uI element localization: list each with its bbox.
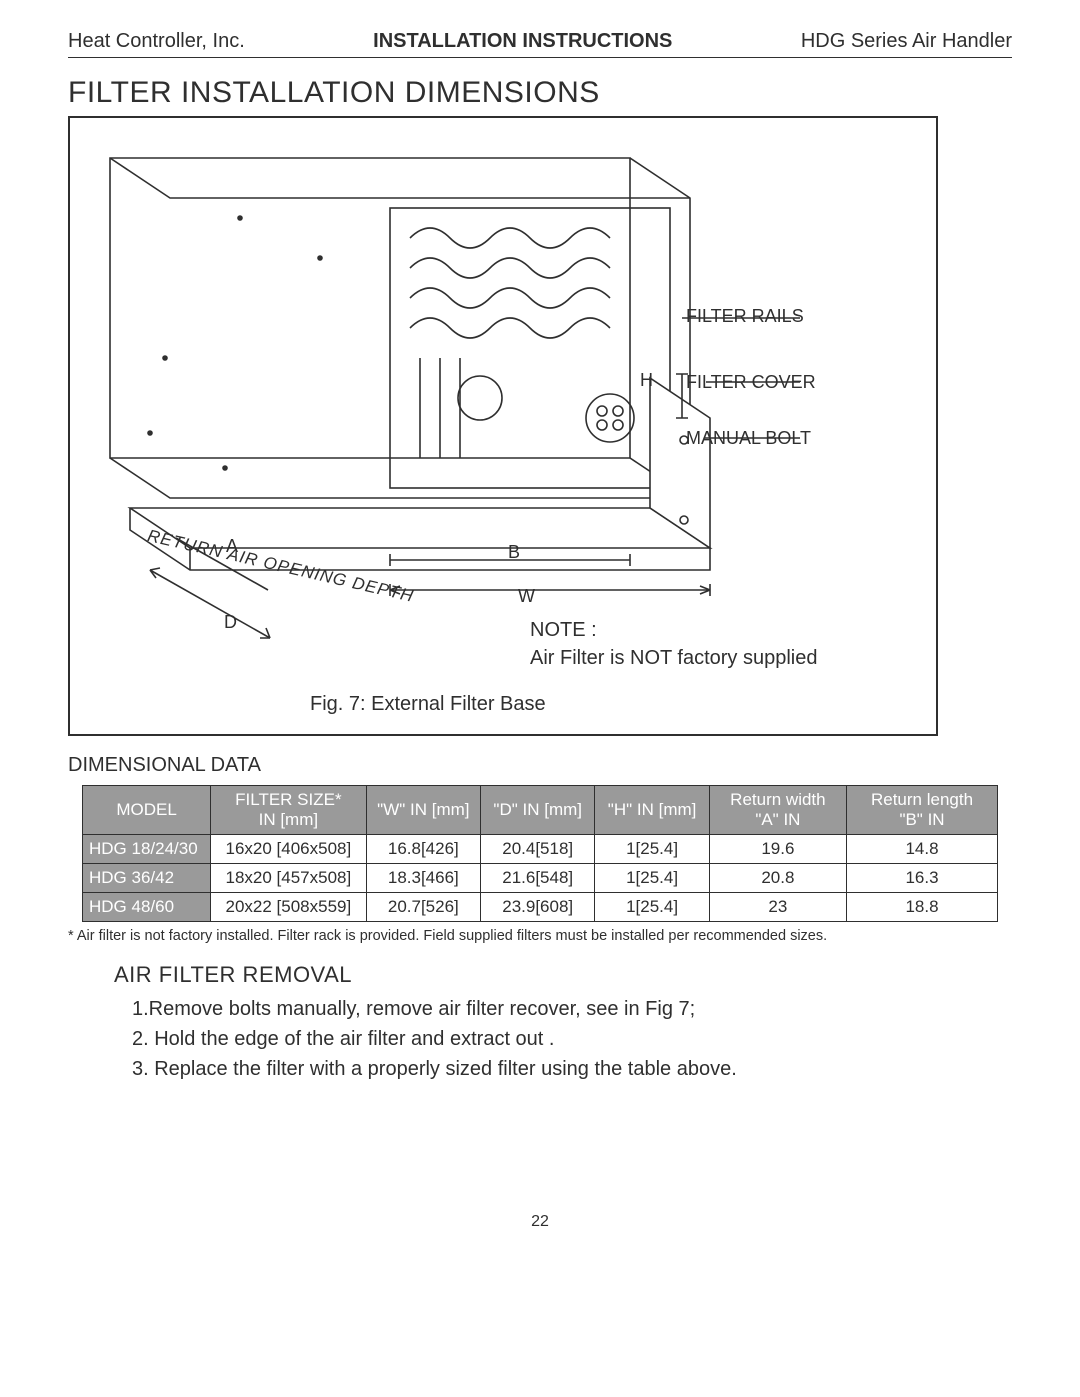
page-header: Heat Controller, Inc. INSTALLATION INSTR… [68,30,1012,58]
figure-note: NOTE : Air Filter is NOT factory supplie… [530,616,818,672]
table-row: HDG 18/24/30 16x20 [406x508] 16.8[426] 2… [83,835,998,864]
cell: 18.8 [847,893,998,922]
cell: 1[25.4] [595,864,709,893]
cell: 1[25.4] [595,835,709,864]
cell: 14.8 [847,835,998,864]
step: 1.Remove bolts manually, remove air filt… [132,994,1012,1024]
page-number: 22 [0,1213,1080,1231]
table-row: HDG 36/42 18x20 [457x508] 18.3[466] 21.6… [83,864,998,893]
th-w: "W" IN [mm] [366,786,480,835]
th-d: "D" IN [mm] [481,786,595,835]
callout-manual-bolt: MANUAL BOLT [686,428,811,449]
cell: 19.6 [709,835,846,864]
th-filter-size: FILTER SIZE* IN [mm] [211,786,367,835]
cell: HDG 18/24/30 [83,835,211,864]
cell: 16x20 [406x508] [211,835,367,864]
header-right: HDG Series Air Handler [801,30,1012,53]
dim-h: H [640,370,653,391]
th-a: Return width "A" IN [709,786,846,835]
cell: 21.6[548] [481,864,595,893]
note-body: Air Filter is NOT factory supplied [530,644,818,672]
figure-caption: Fig. 7: External Filter Base [310,693,546,716]
cell: 23 [709,893,846,922]
step: 3. Replace the filter with a properly si… [132,1054,1012,1084]
cell: 20.7[526] [366,893,480,922]
table-row: HDG 48/60 20x22 [508x559] 20.7[526] 23.9… [83,893,998,922]
cell: 1[25.4] [595,893,709,922]
callout-filter-cover: FILTER COVER [686,372,816,393]
header-center: INSTALLATION INSTRUCTIONS [373,30,672,53]
callout-filter-rails: FILTER RAILS [686,306,804,327]
section-title: FILTER INSTALLATION DIMENSIONS [68,76,1012,110]
header-left: Heat Controller, Inc. [68,30,245,53]
cell: 16.3 [847,864,998,893]
cell: 20x22 [508x559] [211,893,367,922]
cell: 20.8 [709,864,846,893]
th-b: Return length "B" IN [847,786,998,835]
dimensional-data-label: DIMENSIONAL DATA [68,754,1012,777]
cell: 23.9[608] [481,893,595,922]
note-title: NOTE : [530,616,818,644]
cell: 20.4[518] [481,835,595,864]
cell: HDG 48/60 [83,893,211,922]
air-filter-removal-title: AIR FILTER REMOVAL [114,962,1012,988]
dim-d: D [224,612,237,633]
dim-w: W [518,586,535,607]
cell: 18.3[466] [366,864,480,893]
dim-b: B [508,542,520,563]
th-h: "H" IN [mm] [595,786,709,835]
cell: 16.8[426] [366,835,480,864]
step: 2. Hold the edge of the air filter and e… [132,1024,1012,1054]
table-footnote: * Air filter is not factory installed. F… [68,928,1012,944]
th-model: MODEL [83,786,211,835]
removal-steps: 1.Remove bolts manually, remove air filt… [132,994,1012,1084]
dimensions-table: MODEL FILTER SIZE* IN [mm] "W" IN [mm] "… [82,785,998,922]
table-header-row: MODEL FILTER SIZE* IN [mm] "W" IN [mm] "… [83,786,998,835]
cell: HDG 36/42 [83,864,211,893]
figure-box: FILTER RAILS FILTER COVER MANUAL BOLT RE… [68,116,938,736]
cell: 18x20 [457x508] [211,864,367,893]
dim-a: A [226,536,238,557]
